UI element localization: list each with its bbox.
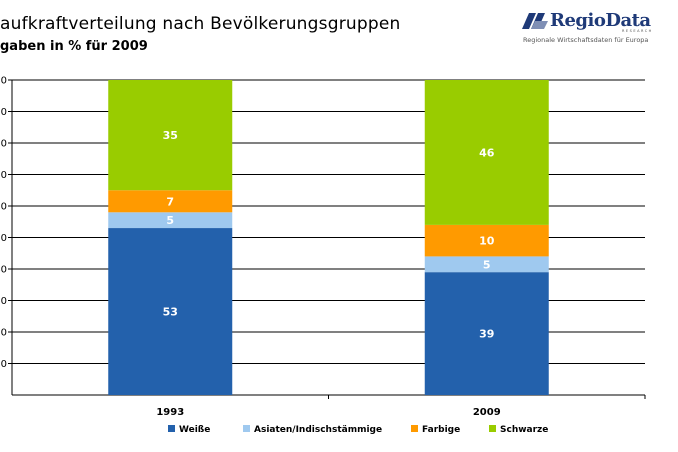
x-tick-label: 1993 xyxy=(156,407,184,418)
data-label: 5 xyxy=(166,214,174,227)
regiodata-logo-icon xyxy=(522,13,548,29)
data-label: 53 xyxy=(163,306,178,319)
legend-label: Weiße xyxy=(179,425,211,435)
legend-swatch xyxy=(411,425,418,432)
bar-segment xyxy=(424,80,549,225)
bar-segment xyxy=(424,256,549,273)
y-tick-label: 00 xyxy=(0,76,7,87)
logo-sub: RESEARCH xyxy=(622,29,653,33)
bar-segment xyxy=(108,212,233,229)
y-tick-label: 70 xyxy=(0,170,7,181)
legend-item: Schwarze xyxy=(489,425,548,435)
legend-swatch xyxy=(168,425,175,432)
x-tick-label: 2009 xyxy=(473,407,501,418)
y-tick-label: 60 xyxy=(0,202,7,213)
logo-tagline: Regionale Wirtschaftsdaten für Europa xyxy=(523,36,649,44)
bar-segment xyxy=(424,272,549,395)
y-tick-label: 40 xyxy=(0,265,7,276)
legend-swatch xyxy=(489,425,496,432)
y-tick-label: 50 xyxy=(0,233,7,244)
bar-segment xyxy=(424,224,549,257)
data-label: 10 xyxy=(479,235,495,248)
legend-item: Farbige xyxy=(411,425,460,435)
legend-label: Farbige xyxy=(422,425,461,435)
data-label: 5 xyxy=(483,258,491,271)
y-tick-label: 10 xyxy=(0,359,7,370)
chart-subtitle: gaben in % für 2009 xyxy=(0,39,148,54)
bar-segment xyxy=(108,80,233,191)
y-tick-label: 30 xyxy=(0,296,7,307)
regiodata-logo: RegioData RESEARCH Regionale Wirtschafts… xyxy=(522,10,672,46)
y-tick-label: 20 xyxy=(0,328,7,339)
y-tick-label: 80 xyxy=(0,139,7,150)
bar-segment xyxy=(108,228,233,395)
legend-label: Asiaten/Indischstämmige xyxy=(254,425,383,435)
logo-name: RegioData xyxy=(550,10,651,31)
data-label: 46 xyxy=(479,146,495,159)
data-label: 35 xyxy=(163,129,178,142)
chart-legend: Weiße Asiaten/Indischstämmige Farbige Schwa… xyxy=(0,425,678,441)
y-tick-label: 90 xyxy=(0,107,7,118)
bar-segment xyxy=(108,190,233,213)
legend-item: Asiaten/Indischstämmige xyxy=(243,425,382,435)
legend-swatch xyxy=(243,425,250,432)
data-label: 39 xyxy=(479,328,494,341)
legend-item: Weiße xyxy=(168,425,210,435)
chart-title: aufkraftverteilung nach Bevölkerungsgrup… xyxy=(0,14,401,34)
legend-label: Schwarze xyxy=(500,425,549,435)
data-label: 7 xyxy=(166,195,174,208)
